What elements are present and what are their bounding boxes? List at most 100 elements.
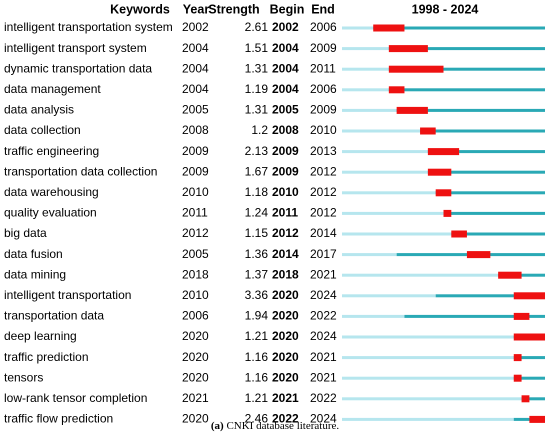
begin: 2020 (272, 288, 299, 302)
strength: 1.18 (245, 185, 269, 199)
active-span (427, 170, 545, 174)
strength: 1.19 (245, 82, 269, 96)
keyword: big data (4, 226, 47, 240)
end: 2024 (310, 288, 337, 302)
burst-span (513, 292, 545, 300)
burst-span (513, 374, 522, 382)
keyword: transportation data (4, 309, 104, 323)
begin: 2004 (272, 61, 299, 75)
begin: 2011 (272, 206, 298, 220)
active-span (388, 67, 545, 71)
strength: 1.16 (245, 370, 269, 384)
begin: 2020 (272, 370, 299, 384)
base-span (342, 26, 374, 30)
burst-span (513, 312, 530, 320)
strength: 1.31 (245, 103, 269, 117)
base-span (342, 314, 405, 318)
active-span (427, 150, 545, 154)
keyword: data management (4, 82, 101, 96)
keyword: data collection (4, 123, 81, 137)
keyword: traffic engineering (4, 144, 99, 158)
year: 2004 (182, 82, 209, 96)
year: 2009 (182, 164, 209, 178)
begin: 2014 (272, 247, 299, 261)
end: 2013 (310, 144, 337, 158)
base-span (342, 108, 397, 112)
strength: 1.24 (245, 206, 269, 220)
end: 2012 (310, 185, 337, 199)
strength: 1.2 (251, 123, 268, 137)
base-span (342, 170, 428, 174)
begin: 2020 (272, 309, 299, 323)
active-span (435, 294, 545, 298)
year: 2012 (182, 226, 209, 240)
keyword: quality evaluation (4, 206, 97, 220)
end: 2006 (310, 82, 337, 96)
begin: 2009 (272, 144, 299, 158)
year: 2002 (182, 20, 209, 34)
end: 2022 (310, 309, 337, 323)
base-span (342, 67, 389, 71)
strength: 1.36 (245, 247, 269, 261)
year: 2005 (182, 247, 209, 261)
begin: 2010 (272, 185, 299, 199)
burst-span (443, 209, 452, 217)
begin: 2018 (272, 267, 299, 281)
begin: 2020 (272, 329, 299, 343)
keyword: data mining (4, 267, 66, 281)
end: 2012 (310, 164, 337, 178)
base-span (342, 335, 514, 339)
burst-span (388, 45, 428, 53)
begin: 2004 (272, 82, 299, 96)
strength: 2.61 (245, 20, 269, 34)
strength: 1.51 (245, 41, 269, 55)
year: 2010 (182, 185, 209, 199)
burst-span (451, 230, 467, 238)
active-span (513, 376, 545, 380)
keyword: low-rank tensor completion (4, 391, 147, 405)
strength: 1.37 (245, 267, 269, 281)
keyword: data fusion (4, 247, 63, 261)
base-span (342, 47, 389, 51)
end: 2024 (310, 329, 337, 343)
base-span (342, 191, 436, 195)
active-span (396, 108, 545, 112)
base-span (342, 253, 397, 257)
base-span (342, 232, 452, 236)
end: 2014 (310, 226, 337, 240)
strength: 1.67 (245, 164, 269, 178)
keyword: data warehousing (4, 185, 99, 199)
column-header: 1998 - 2024 (412, 2, 479, 16)
burst-span (513, 333, 545, 341)
active-span (388, 47, 545, 51)
keyword: intelligent transportation system (4, 20, 173, 34)
begin: 2012 (272, 226, 299, 240)
year: 2020 (182, 412, 209, 426)
year: 2021 (182, 391, 209, 405)
active-span (388, 88, 545, 92)
keyword: traffic prediction (4, 350, 89, 364)
column-header: Strength (208, 2, 259, 16)
end: 2024 (310, 412, 337, 426)
caption-text: CNKI database literature. (226, 420, 339, 432)
strength: 1.21 (245, 329, 269, 343)
keyword: intelligent transportation (4, 288, 131, 302)
begin: 2005 (272, 103, 299, 117)
burst-span (420, 127, 436, 135)
base-span (342, 376, 514, 380)
year: 2020 (182, 370, 209, 384)
strength: 1.31 (245, 61, 269, 75)
base-span (342, 129, 421, 133)
end: 2011 (310, 61, 336, 75)
begin: 2021 (272, 391, 299, 405)
begin: 2022 (272, 412, 299, 426)
burst-span (513, 354, 522, 362)
base-span (342, 397, 522, 401)
end: 2010 (310, 123, 337, 137)
burst-span (396, 106, 428, 114)
year: 2018 (182, 267, 209, 281)
year: 2020 (182, 350, 209, 364)
year: 2011 (182, 206, 208, 220)
burst-span (427, 168, 452, 176)
end: 2012 (310, 206, 337, 220)
